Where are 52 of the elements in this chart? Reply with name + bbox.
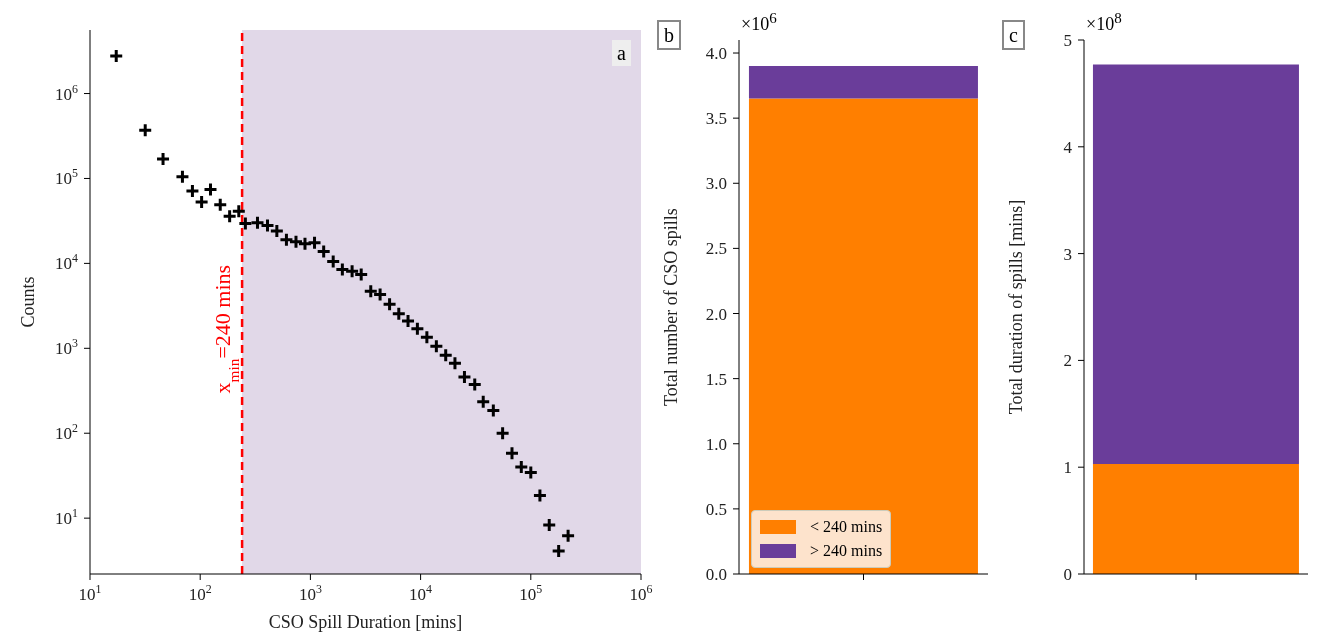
point: [532, 487, 548, 503]
x-tick-label: 10$^{2}$: [188, 582, 212, 604]
y-tick-label: 1: [1063, 458, 1072, 478]
y-tick-label: 10$^{3}$: [55, 336, 79, 359]
y-tick-label: 4: [1063, 137, 1073, 157]
y-tick-label: 10$^{2}$: [55, 421, 79, 444]
x-tick-label: 10$^{4}$: [409, 582, 433, 604]
point: [495, 425, 511, 441]
point: [551, 543, 567, 559]
y-tick-label: 2.5: [705, 239, 727, 259]
y-tick-label: 10$^{4}$: [55, 251, 79, 274]
point: [174, 169, 190, 185]
x-tick-label: 10$^{3}$: [298, 582, 322, 604]
x-tick-label: 10$^{1}$: [78, 582, 102, 604]
y-tick-label: 3.5: [705, 109, 727, 129]
y-tick-label: 4.0: [705, 44, 727, 64]
point: [231, 203, 247, 219]
y-tick-label: 0: [1063, 565, 1072, 584]
y-tick-label: 10$^{6}$: [55, 81, 79, 104]
point: [249, 215, 265, 231]
y-tick-label: 2: [1063, 351, 1072, 371]
y-tick-label: 2.0: [705, 304, 727, 324]
point: [504, 445, 520, 461]
y-axis-title: Counts: [18, 276, 39, 328]
legend-label: < 240 mins: [810, 517, 883, 537]
point: [184, 183, 200, 199]
point: [541, 517, 557, 533]
text: ×10$^{6}$: [741, 10, 777, 34]
y-tick-label: 5: [1063, 31, 1072, 50]
y-tick-label: 3: [1063, 244, 1072, 264]
x-tick-label: 10$^{5}$: [519, 582, 543, 604]
annotation: a: [617, 42, 626, 64]
y-tick-label: 1.0: [705, 434, 727, 454]
y-tick-label: 10$^{5}$: [55, 166, 79, 189]
point: [203, 182, 218, 198]
point: [222, 208, 238, 224]
y-tick-label: 3.0: [705, 174, 727, 194]
y-tick-label: 10$^{1}$: [55, 506, 79, 529]
y-tick-label: 0.0: [705, 565, 727, 584]
text: b: [664, 24, 674, 46]
x-tick-label: 10$^{6}$: [629, 582, 653, 604]
point: [212, 197, 228, 213]
legend-label: > 240 mins: [810, 541, 883, 561]
y-axis-title: Total number of CSO spills: [661, 208, 682, 406]
point: [560, 528, 576, 544]
y-axis-title: Total duration of spills [mins]: [1006, 199, 1027, 415]
text: c: [1009, 24, 1018, 46]
x-axis-title: CSO Spill Duration [mins]: [268, 612, 463, 632]
point: [194, 194, 210, 210]
y-tick-label: 0.5: [705, 499, 727, 519]
y-tick-label: 1.5: [705, 369, 727, 389]
text: ×10$^{8}$: [1086, 10, 1122, 34]
